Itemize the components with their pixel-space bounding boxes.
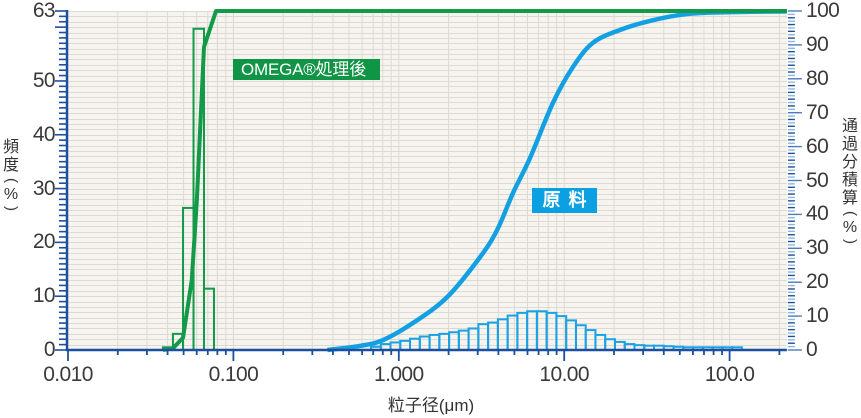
y2-tick-label: 20 <box>806 270 829 294</box>
y2-tick-label: 30 <box>806 236 829 260</box>
y2-tick-label: 70 <box>806 100 829 124</box>
y-tick-label: 63 <box>32 0 56 22</box>
x-tick-label: 10.00 <box>539 363 589 386</box>
y2-tick-label: 90 <box>806 32 829 56</box>
legend-text: 原料 <box>542 190 595 210</box>
y-axis-title: 頻度 (%) <box>1 139 21 214</box>
axis-title-char: ) <box>841 239 859 244</box>
y2-tick-label: 40 <box>806 202 829 226</box>
series-1 <box>327 9 787 353</box>
y-tick-label: 0 <box>43 338 56 361</box>
x-tick-label: 100.0 <box>704 363 755 386</box>
legend-text: OMEGA®処理後 <box>241 60 367 79</box>
axis-title-char: 分 <box>841 154 858 171</box>
axis-title-char: 算 <box>841 190 858 207</box>
axis-title-char: % <box>842 219 858 236</box>
y-tick-label: 40 <box>32 122 56 146</box>
axis-title-char: 度 <box>2 157 19 174</box>
y2-axis-title: 通過分積算 (%) <box>840 118 860 247</box>
y2-tick-label: 80 <box>806 66 829 90</box>
axis-title-char: ) <box>2 206 20 211</box>
x-axis-title: 粒子径(μm) <box>387 396 475 415</box>
y-tick-label: 10 <box>32 284 56 308</box>
y-tick-label: 50 <box>32 68 56 92</box>
series-3 <box>162 9 787 352</box>
y-tick-label: 20 <box>32 230 56 254</box>
axis-title-char: 過 <box>841 136 858 153</box>
x-tick-label: 1.000 <box>374 363 424 386</box>
cumulative-line <box>327 9 787 353</box>
y2-tick-label: 50 <box>806 168 829 192</box>
y2-tick-label: 10 <box>806 304 829 328</box>
y2-tick-label: 0 <box>806 338 818 361</box>
plot-area <box>68 11 787 350</box>
legend-label-omega-treated: OMEGA®処理後 <box>233 59 380 80</box>
legend-label-raw-material: 原料 <box>532 188 597 213</box>
axes <box>55 10 802 361</box>
axis-title-char: 通 <box>841 118 858 135</box>
cumulative-line <box>162 9 787 352</box>
axis-title-char: ( <box>2 178 20 183</box>
y2-tick-label: 100 <box>806 0 840 22</box>
axis-title-char: 頻 <box>2 139 19 156</box>
series-0 <box>369 310 743 352</box>
axis-title-char: % <box>3 186 19 203</box>
y-tick-label: 30 <box>32 176 56 200</box>
x-tick-label: 0.010 <box>43 363 93 386</box>
y2-tick-label: 60 <box>806 134 829 158</box>
x-tick-label: 0.100 <box>208 363 259 386</box>
axis-title-char: ( <box>841 211 859 216</box>
axis-title-char: 積 <box>841 172 858 189</box>
